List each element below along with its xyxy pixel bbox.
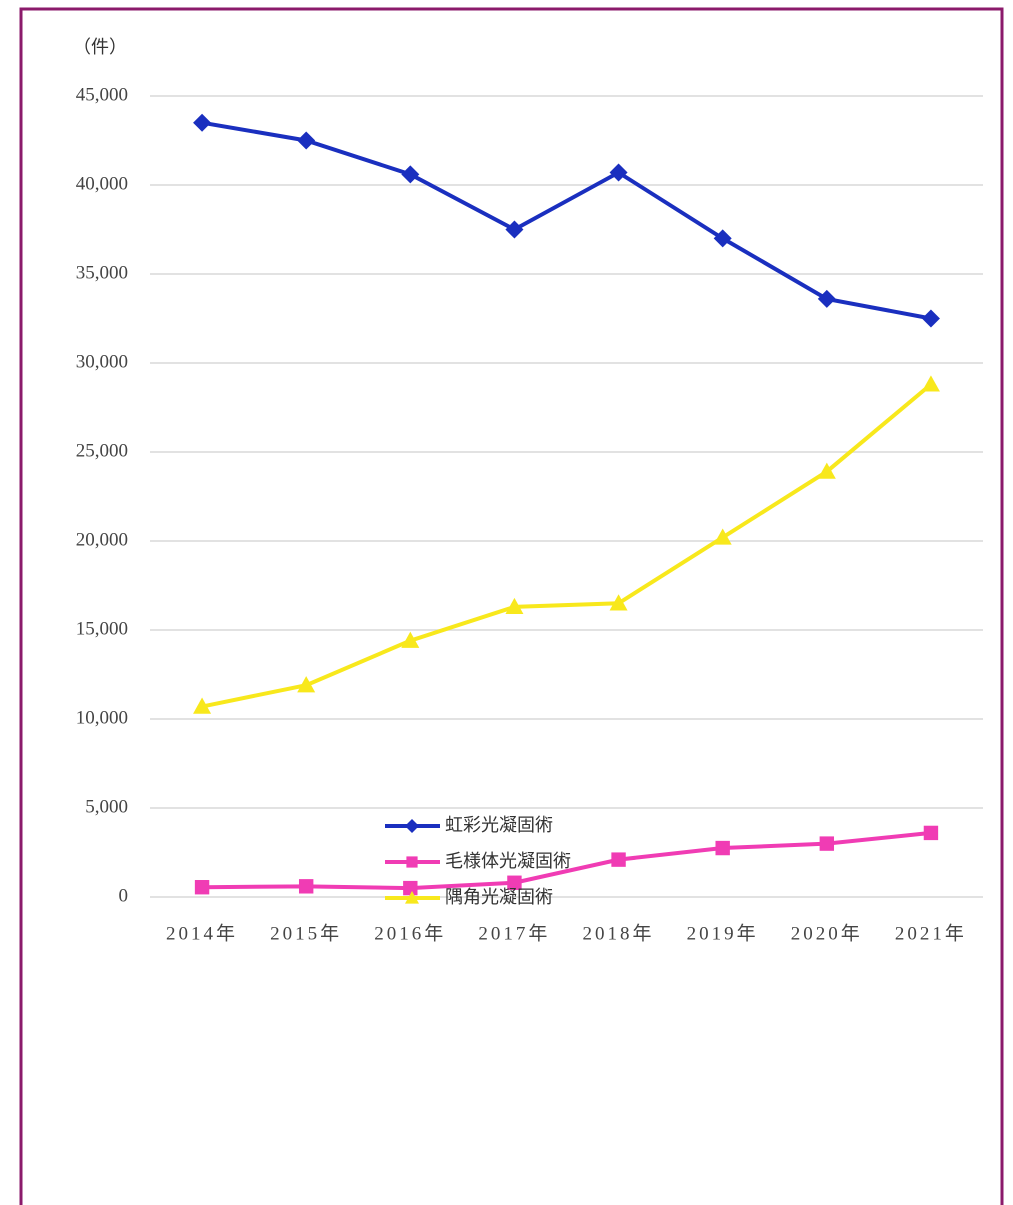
x-tick-label: 2019年: [687, 922, 759, 944]
y-tick-label: 15,000: [76, 618, 128, 639]
marker: [298, 879, 314, 894]
legend-label: 毛様体光凝固術: [445, 851, 571, 872]
marker: [817, 289, 836, 308]
y-tick-label: 45,000: [76, 84, 128, 105]
marker: [405, 819, 419, 833]
frame: [19, 7, 1004, 1205]
marker: [715, 840, 730, 856]
x-tick-label: 2017年: [478, 922, 550, 944]
x-tick-label: 2020年: [791, 922, 863, 944]
x-tick-label: 2014年: [166, 922, 238, 944]
marker: [401, 165, 420, 184]
marker: [297, 676, 316, 693]
marker: [505, 220, 524, 239]
legend-label: 虹彩光凝固術: [445, 815, 553, 836]
series-line: [201, 120, 932, 321]
marker: [193, 697, 212, 714]
marker: [505, 597, 524, 615]
y-tick-label: 30,000: [76, 351, 128, 372]
marker: [297, 131, 316, 150]
marker: [713, 229, 732, 248]
marker: [609, 594, 628, 611]
y-tick-label: 5,000: [85, 796, 128, 817]
marker: [921, 309, 940, 328]
marker: [609, 163, 628, 182]
marker: [611, 852, 626, 867]
marker: [817, 462, 836, 479]
series-line: [201, 382, 933, 709]
y-tick-label: 40,000: [76, 173, 128, 194]
marker: [405, 891, 419, 904]
marker: [403, 880, 418, 896]
x-tick-label: 2021年: [895, 922, 967, 944]
marker: [406, 856, 418, 868]
marker: [507, 875, 522, 890]
marker: [713, 528, 732, 545]
x-tick-label: 2015年: [270, 922, 342, 944]
y-tick-label: 10,000: [76, 707, 128, 728]
legend-label: 隅角光凝固術: [445, 887, 553, 908]
marker: [923, 825, 939, 841]
y-tick-label: 35,000: [76, 262, 128, 283]
y-tick-label: 25,000: [76, 440, 128, 461]
marker: [193, 113, 212, 132]
y-unit: （件）: [73, 37, 127, 58]
marker: [194, 880, 210, 895]
x-tick-label: 2018年: [583, 922, 655, 944]
marker: [921, 375, 940, 392]
x-tick-label: 2016年: [374, 922, 446, 944]
marker: [401, 631, 420, 648]
series-line: [202, 830, 932, 891]
marker: [819, 836, 835, 851]
y-tick-label: 20,000: [76, 529, 128, 550]
y-tick-label: 0: [119, 885, 129, 906]
